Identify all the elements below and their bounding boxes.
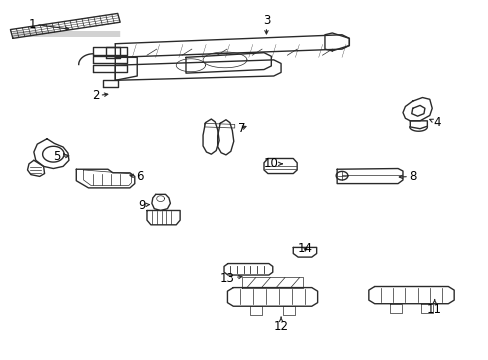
- Polygon shape: [93, 47, 127, 55]
- Polygon shape: [293, 247, 316, 257]
- Polygon shape: [283, 306, 294, 315]
- Text: 14: 14: [297, 242, 312, 255]
- Text: 6: 6: [130, 170, 143, 183]
- Polygon shape: [10, 13, 120, 39]
- Polygon shape: [224, 264, 272, 275]
- Polygon shape: [115, 57, 137, 80]
- Text: 11: 11: [427, 300, 441, 316]
- Polygon shape: [203, 119, 219, 154]
- Text: 7: 7: [238, 122, 245, 135]
- Polygon shape: [147, 211, 180, 225]
- Text: 2: 2: [92, 89, 107, 102]
- Polygon shape: [27, 160, 44, 176]
- Polygon shape: [103, 80, 118, 87]
- Polygon shape: [264, 158, 297, 174]
- Polygon shape: [368, 287, 453, 304]
- Polygon shape: [93, 55, 127, 63]
- Text: 3: 3: [262, 14, 269, 34]
- Text: 5: 5: [53, 150, 69, 163]
- Polygon shape: [115, 35, 348, 57]
- Polygon shape: [242, 277, 303, 288]
- Polygon shape: [93, 64, 127, 72]
- Polygon shape: [325, 33, 348, 51]
- Polygon shape: [34, 139, 69, 168]
- Text: 10: 10: [264, 157, 282, 170]
- Polygon shape: [227, 288, 317, 306]
- Polygon shape: [185, 53, 271, 73]
- Polygon shape: [83, 170, 131, 185]
- Polygon shape: [409, 121, 427, 129]
- Polygon shape: [402, 98, 431, 121]
- Polygon shape: [411, 105, 424, 116]
- Text: 1: 1: [29, 18, 69, 31]
- Polygon shape: [105, 47, 120, 58]
- Polygon shape: [336, 168, 402, 184]
- Polygon shape: [250, 306, 262, 315]
- Polygon shape: [76, 169, 135, 188]
- Polygon shape: [152, 194, 170, 211]
- Polygon shape: [115, 60, 281, 80]
- Polygon shape: [204, 123, 234, 128]
- Polygon shape: [389, 304, 401, 313]
- Polygon shape: [420, 304, 432, 313]
- Text: 13: 13: [220, 272, 242, 285]
- Text: 9: 9: [138, 199, 149, 212]
- Text: 4: 4: [429, 116, 440, 129]
- Text: 12: 12: [273, 317, 288, 333]
- Text: 8: 8: [398, 170, 416, 183]
- Polygon shape: [217, 120, 233, 155]
